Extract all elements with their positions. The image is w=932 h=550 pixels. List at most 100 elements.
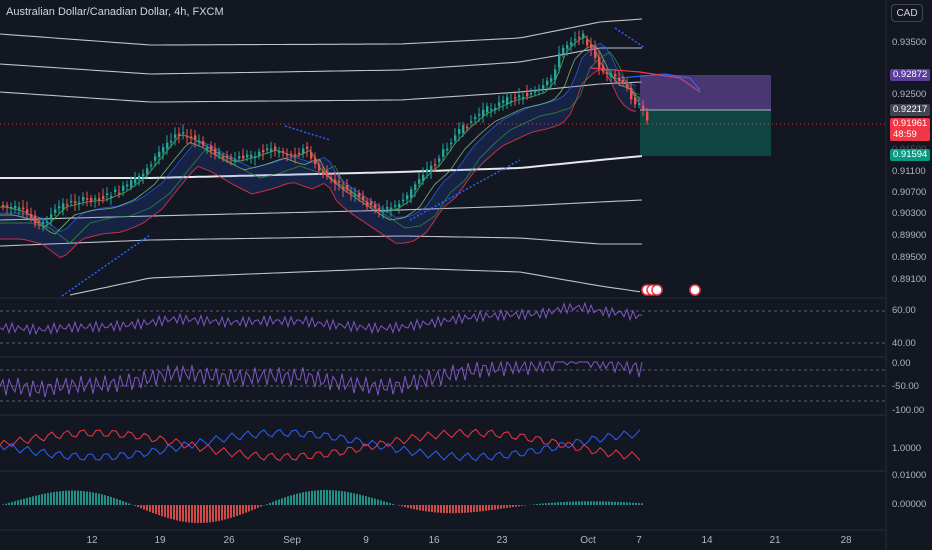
price-label: 0.91100: [892, 166, 926, 177]
macd-bar: [449, 505, 451, 514]
candle: [254, 156, 257, 158]
macd-bar: [374, 498, 376, 505]
macd-bar: [149, 505, 151, 512]
candle: [410, 189, 413, 198]
candle: [390, 207, 393, 210]
chart-title: Australian Dollar/Canadian Dollar, 4h, F…: [6, 6, 224, 18]
candle: [442, 149, 445, 157]
candle: [70, 200, 73, 203]
dmi-plus-line: [0, 428, 641, 462]
candle: [146, 168, 149, 174]
macd-bar: [65, 490, 67, 505]
macd-bar: [437, 505, 439, 513]
macd-bar: [8, 502, 10, 505]
candle: [98, 198, 101, 201]
macd-bar: [56, 491, 58, 505]
macd-bar: [104, 495, 106, 505]
candle: [342, 187, 345, 190]
macd-bar: [287, 496, 289, 505]
macd-bar: [560, 502, 562, 505]
macd-bar: [455, 505, 457, 514]
macd-bar: [581, 501, 583, 505]
candle: [498, 102, 501, 107]
candle: [230, 156, 233, 159]
price-label: 0.90700: [892, 187, 927, 198]
candle: [54, 209, 57, 213]
macd-bar: [317, 490, 319, 505]
event-icon: [689, 284, 701, 296]
macd-bar: [248, 505, 250, 512]
macd-bar: [110, 496, 112, 505]
macd-bar: [383, 501, 385, 505]
macd-bar: [176, 505, 178, 521]
candle: [154, 156, 157, 161]
envelope-band: [69, 267, 641, 296]
macd-bar: [53, 491, 55, 505]
price-tag-current: 0.91961: [890, 118, 930, 130]
macd-bar: [626, 502, 628, 505]
price-label: 0.92500: [892, 89, 927, 100]
macd-bar: [500, 505, 502, 509]
candle: [418, 179, 421, 184]
macd-bar: [203, 505, 205, 523]
candle: [78, 202, 81, 205]
candle: [334, 179, 337, 184]
candle: [582, 33, 585, 39]
macd-bar: [488, 505, 490, 511]
macd-bar: [569, 501, 571, 505]
candle: [210, 145, 213, 151]
macd-bar: [146, 505, 148, 511]
macd-bar: [314, 490, 316, 505]
macd-bar: [497, 505, 499, 510]
candle: [414, 184, 417, 190]
macd-bar: [113, 497, 115, 505]
macd-bar: [479, 505, 481, 512]
candle: [158, 151, 161, 158]
macd-bar: [401, 505, 403, 507]
macd-bar: [20, 499, 22, 505]
macd-bar: [425, 505, 427, 512]
candle: [394, 205, 397, 207]
candle: [358, 193, 361, 198]
macd-bar: [173, 505, 175, 520]
macd-bar: [404, 505, 406, 508]
macd-bar: [620, 502, 622, 505]
candle: [186, 135, 189, 138]
macd-bar: [578, 501, 580, 505]
macd-bar: [365, 496, 367, 505]
time-label: 23: [496, 535, 508, 546]
macd-bar: [380, 500, 382, 505]
macd-bar: [467, 505, 469, 513]
macd-bar: [635, 502, 637, 505]
short-position-target-box: [640, 110, 771, 156]
candle: [226, 155, 229, 158]
candle: [18, 207, 21, 210]
macd-bar: [566, 501, 568, 505]
candle: [386, 207, 389, 209]
macd-bar: [572, 501, 574, 505]
candle: [242, 155, 245, 159]
currency-button[interactable]: CAD: [891, 4, 923, 22]
macd-bar: [485, 505, 487, 511]
macd-bar: [194, 505, 196, 523]
candle: [278, 151, 281, 153]
macd-bar: [257, 505, 259, 508]
macd-bar: [293, 494, 295, 505]
candle: [130, 180, 133, 188]
candle: [150, 164, 153, 167]
candle: [306, 146, 309, 150]
macd-bar: [233, 505, 235, 517]
macd-bar: [119, 499, 121, 505]
macd-bar: [182, 505, 184, 522]
macd-bar: [551, 502, 553, 505]
candle: [602, 65, 605, 72]
macd-bar: [503, 505, 505, 509]
candle: [466, 126, 469, 129]
trend-line: [409, 159, 521, 221]
macd-bar: [386, 502, 388, 505]
candle: [422, 175, 425, 181]
candle: [490, 108, 493, 111]
macd-bar: [23, 498, 25, 505]
cci-line: [0, 360, 643, 398]
